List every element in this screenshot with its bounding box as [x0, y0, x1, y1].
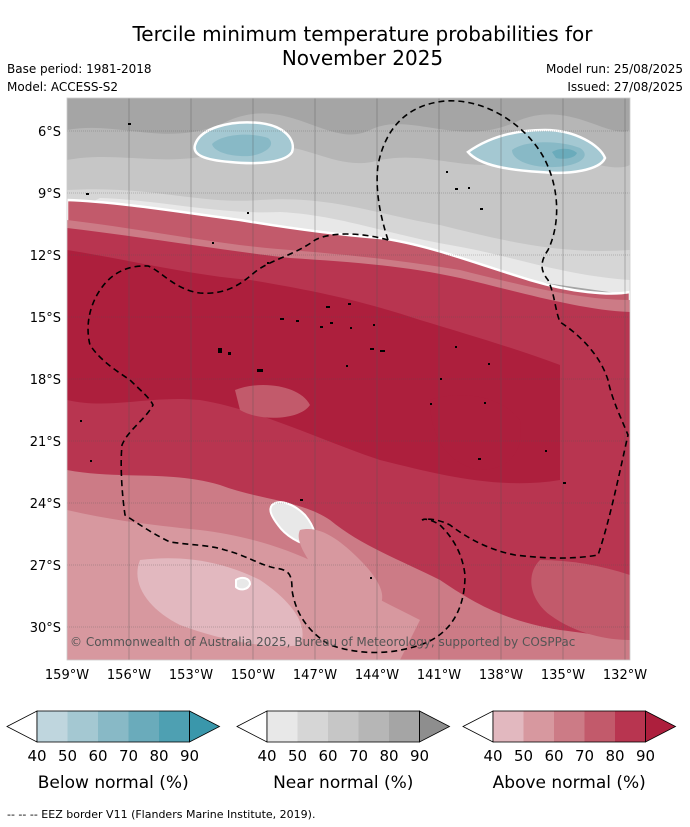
lon-label: 132°W	[603, 668, 647, 683]
colorbar-min-extension	[236, 710, 268, 743]
model-info: Base period: 1981-2018 Model: ACCESS-S2	[7, 60, 152, 96]
lat-label: 21°S	[30, 435, 61, 450]
above-normal-70-patch-southeast	[531, 560, 630, 640]
colorbar-cell	[493, 711, 524, 742]
islands	[80, 123, 566, 579]
colorbar-tick-label: 40	[257, 747, 276, 765]
lat-label: 12°S	[30, 249, 61, 264]
base-period: Base period: 1981-2018	[7, 62, 152, 76]
colorbar-min-extension	[462, 710, 494, 743]
lat-label: 30°S	[30, 621, 61, 636]
colorbar-tick-label: 40	[27, 747, 46, 765]
eez-footnote: -- -- -- EEZ border V11 (Flanders Marine…	[7, 808, 316, 821]
colorbar-tick-label: 60	[88, 747, 107, 765]
colorbar: 40 50 60 70 80 90 Near normal (%)	[236, 710, 451, 793]
colorbar-cell	[615, 711, 646, 742]
lat-label: 18°S	[30, 373, 61, 388]
map-frame	[66, 97, 631, 661]
colorbar-tick-label: 70	[575, 747, 594, 765]
colorbar-tick-label: 90	[410, 747, 429, 765]
colorbar-max-extension	[419, 710, 451, 743]
colorbar-tick-label: 60	[318, 747, 337, 765]
colorbar-cell	[37, 711, 68, 742]
colorbar-tick-label: 50	[288, 747, 307, 765]
lon-label: 141°W	[417, 668, 461, 683]
colorbar: 40 50 60 70 80 90 Below normal (%)	[6, 710, 221, 793]
colorbar-frame	[36, 710, 190, 743]
colorbar-cell	[98, 711, 129, 742]
colorbar-cell	[328, 711, 359, 742]
above-normal-80-patch	[235, 385, 310, 418]
run-info: Model run: 25/08/2025 Issued: 27/08/2025	[546, 60, 683, 96]
colorbar-legends: 40 50 60 70 80 90 Below normal (%) 40 50 60 70 80 90…	[6, 710, 677, 793]
map-figure: © Commonwealth of Australia 2025, Bureau…	[6, 97, 677, 793]
colorbar: 40 50 60 70 80 90 Above normal (%)	[462, 710, 677, 793]
colorbar-cell	[297, 711, 328, 742]
colorbar-cell	[67, 711, 98, 742]
colorbar-max-extension	[645, 710, 677, 743]
lat-label: 24°S	[30, 497, 61, 512]
colorbar-tick-label: 80	[605, 747, 624, 765]
colorbar-cell	[267, 711, 298, 742]
below-normal-blob-east-core	[512, 142, 585, 168]
near-normal-speck-south	[235, 576, 252, 591]
model-run-date: Model run: 25/08/2025	[545, 62, 683, 76]
eez-border-east	[376, 100, 629, 559]
issued-date: Issued: 27/08/2025	[567, 80, 683, 94]
colorbar-tick-label: 40	[483, 747, 502, 765]
colorbar-tick-label: 70	[119, 747, 138, 765]
colorbar-tick-label: 80	[149, 747, 168, 765]
colorbar-frame	[266, 710, 420, 743]
model-name: Model: ACCESS-S2	[7, 80, 119, 94]
lon-label: 144°W	[355, 668, 399, 683]
eez-border-west	[87, 233, 466, 654]
colorbar-cell	[358, 711, 389, 742]
colorbar-tick-label: 60	[544, 747, 563, 765]
eez-borders	[87, 100, 629, 654]
longitude-labels: 159°W 156°W 153°W 150°W 147°W 144°W 141°…	[45, 668, 647, 683]
colorbar-frame	[492, 710, 646, 743]
lon-label: 135°W	[541, 668, 585, 683]
above-normal-90-area-east	[430, 395, 521, 470]
lat-label: 6°S	[38, 125, 61, 140]
latitude-labels: 6°S 9°S 12°S 15°S 18°S 21°S 24°S 27°S 30…	[30, 125, 61, 636]
lon-label: 156°W	[107, 668, 151, 683]
map-title-line-1: Tercile minimum temperature probabilitie…	[132, 22, 593, 46]
colorbar-cell	[159, 711, 190, 742]
colorbar-tick-label: 80	[379, 747, 398, 765]
below-normal-blob-west-core	[212, 134, 272, 157]
colorbar-cell	[584, 711, 615, 742]
lat-label: 9°S	[38, 187, 61, 202]
colorbar-tick-label: 50	[514, 747, 533, 765]
above-normal-40-area-south	[137, 558, 303, 647]
above-normal-50-patch	[298, 529, 383, 610]
near-normal-60-area	[67, 144, 630, 260]
colorbar-cell	[554, 711, 585, 742]
lon-label: 150°W	[231, 668, 275, 683]
colorbar-cell	[523, 711, 554, 742]
below-normal-blob-east-peak	[552, 148, 577, 159]
colorbar-tick-label: 90	[180, 747, 199, 765]
colorbar-min-extension	[6, 710, 38, 743]
lon-label: 138°W	[479, 668, 523, 683]
lon-label: 147°W	[293, 668, 337, 683]
lat-label: 27°S	[30, 559, 61, 574]
colorbar-max-extension	[189, 710, 221, 743]
copyright-notice: © Commonwealth of Australia 2025, Bureau…	[70, 635, 575, 649]
map-title: Tercile minimum temperature probabilitie…	[90, 22, 635, 70]
colorbar-title: Above normal (%)	[493, 773, 646, 793]
lon-label: 159°W	[45, 668, 89, 683]
colorbar-title: Below normal (%)	[38, 773, 189, 793]
probability-field: © Commonwealth of Australia 2025, Bureau…	[67, 98, 630, 660]
colorbar-tick-label: 90	[636, 747, 655, 765]
colorbar-tick-label: 50	[58, 747, 77, 765]
colorbar-cell	[389, 711, 420, 742]
lat-label: 15°S	[30, 311, 61, 326]
colorbar-tick-label: 70	[349, 747, 368, 765]
graticule	[67, 98, 630, 660]
lon-label: 153°W	[169, 668, 213, 683]
colorbar-title: Near normal (%)	[273, 773, 413, 793]
map-title-line-2: November 2025	[281, 46, 444, 70]
colorbar-cell	[128, 711, 159, 742]
